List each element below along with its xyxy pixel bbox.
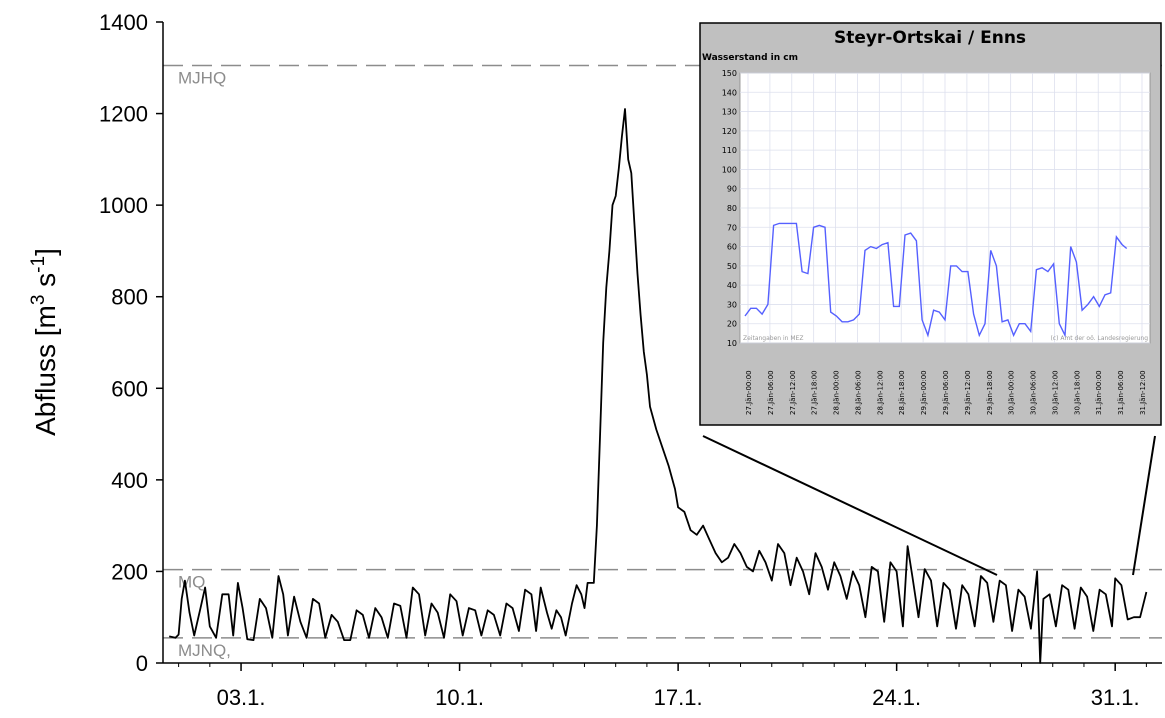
callout-line-right: [1132, 435, 1156, 576]
inset-y-tick-label: 120: [722, 127, 737, 136]
inset-y-tick-label: 90: [727, 185, 737, 194]
reference-label: MJNQ,: [178, 641, 231, 660]
reference-lines: MJHQ MQ MJNQ,: [163, 64, 1162, 660]
inset-x-tick-label: 30.Jän-00:00: [1008, 370, 1016, 415]
reference-label: MJHQ: [178, 68, 226, 87]
y-tick-label: 200: [111, 559, 148, 584]
y-tick-label: 0: [136, 651, 148, 676]
inset-x-tick-label: 27.Jän-18:00: [811, 370, 819, 415]
water-level-line: [744, 222, 1128, 338]
inset-y-ticks: 10 20 30 40 50 60 70 80 90 100 110 120 130 140 150: [722, 69, 737, 348]
discharge-series: [169, 108, 1148, 664]
inset-y-label: Wasserstand in cm: [702, 53, 798, 63]
inset-y-tick-label: 110: [722, 146, 737, 155]
y-tick-label: 400: [111, 468, 148, 493]
inset-x-ticks: 27.Jän-00:00 27.Jän-06:00 27.Jän-12:00 27.J…: [745, 370, 1147, 415]
y-tick-label: 800: [111, 285, 148, 310]
y-tick-label: 1400: [99, 10, 148, 35]
inset-x-tick-label: 29.Jän-06:00: [942, 370, 950, 415]
inset-x-tick-label: 29.Jän-12:00: [964, 370, 972, 415]
inset-y-tick-label: 130: [722, 108, 737, 117]
inset-note-left: Zeitangaben in MEZ: [743, 335, 803, 342]
reference-label: MQ: [178, 573, 205, 592]
inset-x-tick-label: 31.Jän-06:00: [1117, 370, 1125, 415]
inset-y-tick-label: 10: [727, 339, 737, 348]
y-tick-label: 600: [111, 376, 148, 401]
y-ticks: 0 200 400 600 800 1000 1200 1400: [99, 10, 163, 676]
x-tick-label: 31.1.: [1091, 685, 1140, 710]
inset-y-tick-label: 30: [727, 300, 737, 309]
inset-x-tick-label: 29.Jän-18:00: [986, 370, 994, 415]
inset-x-tick-label: 30.Jän-18:00: [1073, 370, 1081, 415]
inset-x-tick-label: 27.Jän-12:00: [789, 370, 797, 415]
callout-line-left: [702, 435, 998, 576]
x-ticks: 03.1. 10.1. 17.1. 24.1. 31.1.: [178, 663, 1147, 710]
main-axes: [162, 22, 1162, 664]
inset-y-tick-label: 150: [722, 69, 737, 78]
inset-y-tick-label: 70: [727, 223, 737, 232]
inset-x-tick-label: 30.Jän-06:00: [1030, 370, 1038, 415]
inset-y-tick-label: 140: [722, 88, 737, 97]
inset-x-tick-label: 31.Jän-12:00: [1139, 370, 1147, 415]
inset-y-tick-label: 50: [727, 262, 737, 271]
inset-grid: [740, 72, 1150, 344]
x-tick-label: 10.1.: [435, 685, 484, 710]
inset-x-tick-label: 28.Jän-18:00: [898, 370, 906, 415]
inset-x-tick-label: 27.Jän-06:00: [767, 370, 775, 415]
inset-y-tick-label: 100: [722, 165, 737, 174]
y-tick-label: 1200: [99, 102, 148, 127]
inset-x-tick-label: 27.Jän-00:00: [745, 370, 753, 415]
inset-series: [744, 222, 1128, 338]
y-tick-label: 1000: [99, 193, 148, 218]
y-axis-label: Abfluss [m3 s-1]: [28, 248, 61, 436]
inset-y-tick-label: 20: [727, 320, 737, 329]
inset-title: Steyr-Ortskai / Enns: [834, 28, 1026, 48]
inset-y-tick-label: 60: [727, 243, 737, 252]
inset-x-tick-label: 31.Jän-00:00: [1095, 370, 1103, 415]
inset-x-tick-label: 28.Jän-00:00: [833, 370, 841, 415]
x-tick-label: 24.1.: [872, 685, 921, 710]
x-tick-label: 03.1.: [217, 685, 266, 710]
inset-chart: Steyr-Ortskai / Enns Wasserstand in cm 1…: [699, 22, 1162, 426]
inset-x-tick-label: 28.Jän-12:00: [876, 370, 884, 415]
discharge-line: [169, 108, 1148, 664]
inset-y-tick-label: 40: [727, 281, 737, 290]
inset-note-right: (c) Amt der oö. Landesregierung: [1050, 335, 1148, 342]
inset-x-tick-label: 28.Jän-06:00: [854, 370, 862, 415]
inset-x-tick-label: 29.Jän-00:00: [920, 370, 928, 415]
inset-x-tick-label: 30.Jän-12:00: [1051, 370, 1059, 415]
inset-y-tick-label: 80: [727, 204, 737, 213]
x-tick-label: 17.1.: [654, 685, 703, 710]
